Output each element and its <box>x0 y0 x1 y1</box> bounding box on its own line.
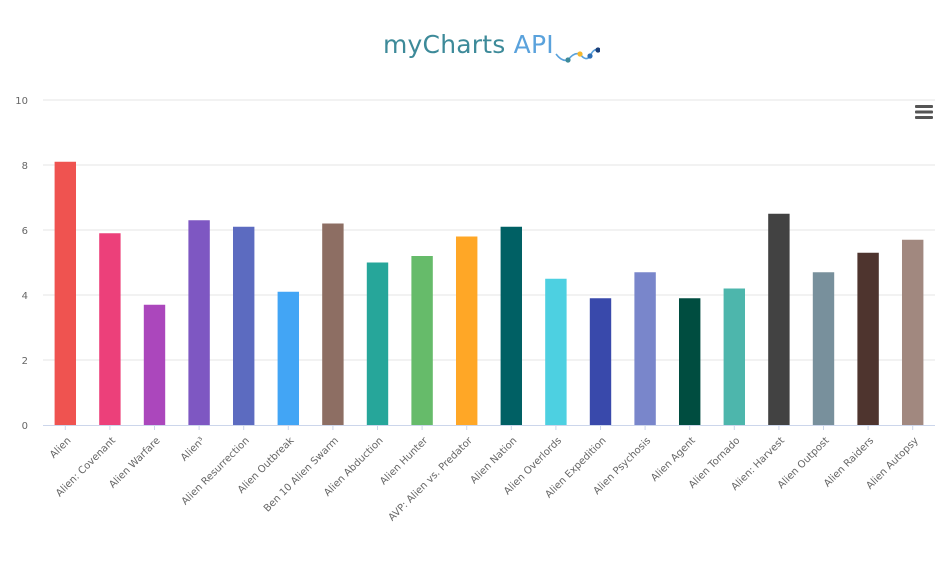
y-tick-label: 8 <box>22 161 28 172</box>
x-tick-label: Ben 10 Alien Swarm <box>262 435 341 514</box>
y-tick-label: 2 <box>22 356 28 367</box>
brand-logo: myCharts API <box>383 30 600 70</box>
brand-suffix: API <box>513 30 554 59</box>
menu-line-1 <box>915 105 933 108</box>
bar-14[interactable] <box>678 298 701 425</box>
x-tick-label: Alien <box>48 435 73 460</box>
bar-13[interactable] <box>634 272 656 425</box>
logo-dot-2 <box>577 51 583 57</box>
bar-11[interactable] <box>545 278 567 425</box>
x-tick-label: Alien³ <box>179 435 207 463</box>
bar-3[interactable] <box>188 220 210 425</box>
bar-17[interactable] <box>812 272 835 425</box>
grid-lines <box>43 99 935 361</box>
line-chart-logo-icon <box>555 47 600 63</box>
bar-5[interactable] <box>277 291 300 425</box>
bar-9[interactable] <box>455 236 478 426</box>
bar-18[interactable] <box>857 252 879 425</box>
brand-name: myCharts <box>383 30 506 59</box>
logo-dot-4 <box>595 47 600 53</box>
bar-12[interactable] <box>589 298 612 425</box>
x-tick-label: AVP: Alien vs. Predator <box>387 435 476 524</box>
bar-19[interactable] <box>901 239 924 425</box>
logo-dot-1 <box>565 57 571 63</box>
y-tick-label: 0 <box>22 421 28 432</box>
bar-15[interactable] <box>723 288 746 426</box>
y-tick-label: 6 <box>22 226 28 237</box>
y-axis-ticks: 0 2 4 6 8 10 <box>15 96 28 432</box>
bar-0[interactable] <box>54 161 77 425</box>
x-axis <box>43 425 935 430</box>
bar-2[interactable] <box>143 304 166 425</box>
bar-10[interactable] <box>500 226 523 425</box>
bar-6[interactable] <box>322 223 344 426</box>
bar-7[interactable] <box>366 262 389 426</box>
bar-8[interactable] <box>411 256 433 425</box>
bars <box>54 161 924 426</box>
bar-1[interactable] <box>99 233 121 425</box>
x-tick-label: Alien Agent <box>649 435 698 484</box>
bar-16[interactable] <box>768 213 790 425</box>
hamburger-menu-icon[interactable] <box>913 101 937 123</box>
logo-dot-3 <box>587 53 593 59</box>
y-tick-label: 10 <box>15 96 28 107</box>
menu-line-3 <box>915 116 933 119</box>
menu-line-2 <box>915 110 933 114</box>
bar-4[interactable] <box>232 226 255 425</box>
y-tick-label: 4 <box>22 291 28 302</box>
